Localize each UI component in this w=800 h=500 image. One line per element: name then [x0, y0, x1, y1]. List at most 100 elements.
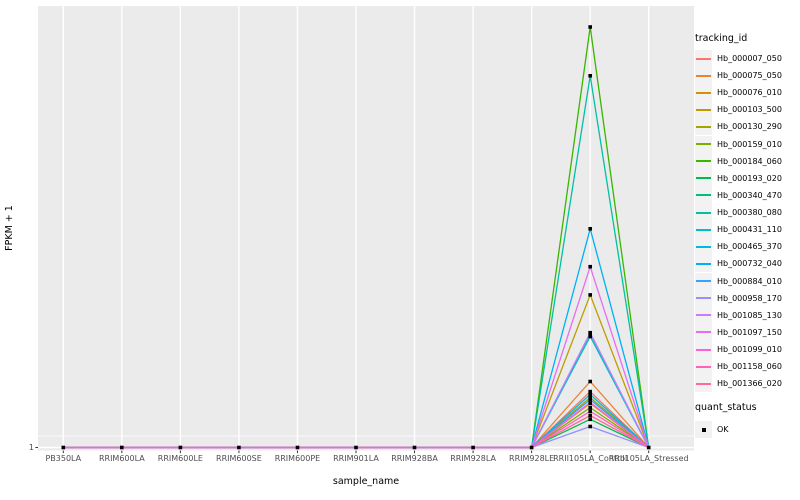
legend-line-icon [696, 143, 711, 146]
legend-item-Hb_001158_060: Hb_001158_060 [695, 358, 782, 376]
legend-label: Hb_000340_470 [717, 190, 782, 200]
data-point [471, 445, 475, 450]
legend-label: Hb_000075_050 [717, 71, 782, 81]
data-point [237, 445, 241, 450]
data-point [588, 409, 592, 414]
legend-item-Hb_000380_080: Hb_000380_080 [695, 204, 782, 222]
legend-item-Hb_000431_110: Hb_000431_110 [695, 221, 782, 239]
legend-item-Hb_000076_010: Hb_000076_010 [695, 84, 782, 102]
legend-line-icon [696, 262, 711, 265]
x-tick-label: RRIM600LA [98, 454, 145, 463]
data-point [588, 389, 592, 394]
legend-line-icon [696, 382, 711, 385]
legend-item-Hb_000130_290: Hb_000130_290 [695, 118, 782, 136]
legend-key-swatch [695, 421, 712, 438]
data-point [588, 334, 592, 339]
data-point [295, 445, 300, 450]
legend-line-icon [696, 331, 711, 334]
legend-label: Hb_001099_010 [717, 345, 782, 355]
data-point [588, 397, 592, 402]
x-tick-label: RRIM600SE [216, 454, 262, 463]
y-axis-title: FPKM + 1 [4, 205, 15, 251]
legend-key-swatch [695, 50, 712, 67]
legend-line-icon [696, 280, 711, 283]
legend-item-Hb_000075_050: Hb_000075_050 [695, 67, 782, 85]
legend-item-Hb_000007_050: Hb_000007_050 [695, 50, 782, 67]
legend-line-icon [696, 314, 711, 317]
data-point [588, 264, 592, 269]
x-tick-label: RRIM928BA [391, 454, 438, 463]
x-tick-label: PB350LA [45, 454, 82, 463]
data-point [588, 227, 592, 231]
data-point [588, 392, 592, 397]
data-point [412, 445, 417, 450]
legend-label: Hb_000380_080 [717, 208, 782, 218]
legend-key-swatch [695, 323, 712, 341]
legend-item-Hb_001085_130: Hb_001085_130 [695, 306, 782, 324]
panel-background [38, 6, 694, 451]
legend-line-icon [696, 194, 711, 197]
data-point [588, 379, 592, 384]
x-axis-title: sample_name [332, 476, 400, 487]
legend-key-swatch [695, 135, 712, 153]
legend-key-swatch [695, 152, 712, 170]
legend-line-icon [696, 245, 711, 248]
data-point [588, 25, 592, 29]
data-point [178, 445, 183, 450]
legend-key-swatch [695, 101, 712, 119]
legend-label: Hb_000103_500 [717, 105, 782, 115]
data-point [588, 330, 592, 335]
legend-key-swatch [695, 272, 712, 290]
legend-key-swatch [695, 255, 712, 273]
legend-line-icon [696, 74, 711, 77]
legend-label: Hb_000431_110 [717, 225, 782, 235]
legend-item-Hb_000465_370: Hb_000465_370 [695, 238, 782, 256]
legend-line-icon [696, 108, 711, 111]
x-tick-label: RRIM901LA [333, 454, 379, 463]
x-tick-label: RRIM928LE [509, 454, 555, 463]
legend-line-icon [696, 177, 711, 180]
legend-key-swatch [695, 186, 712, 204]
legend-label: Hb_000193_020 [717, 173, 782, 183]
data-point [588, 424, 592, 429]
legend-item-Hb_001366_020: Hb_001366_020 [695, 375, 782, 393]
legend-key-swatch [695, 67, 712, 85]
legend-label: Hb_000465_370 [717, 242, 782, 252]
legend-line-icon [696, 125, 711, 128]
square-marker-icon [701, 427, 706, 432]
legend-key-swatch [695, 341, 712, 359]
legend-label: OK [717, 425, 729, 434]
data-point [588, 401, 592, 406]
data-point [588, 293, 592, 297]
data-point [588, 417, 592, 422]
legend-line-icon [696, 297, 711, 300]
legend-title-quant-status: quant_status [695, 402, 757, 413]
legend-key-swatch [695, 169, 712, 187]
legend-label: Hb_000159_010 [717, 139, 782, 149]
legend-line-icon [696, 57, 711, 60]
legend-item-Hb_000103_500: Hb_000103_500 [695, 101, 782, 119]
legend-item-Hb_000193_020: Hb_000193_020 [695, 169, 782, 187]
data-point [354, 445, 358, 450]
legend-item-Hb_000184_060: Hb_000184_060 [695, 152, 782, 170]
legend-label: Hb_000076_010 [717, 88, 782, 98]
legend-label: Hb_000007_050 [717, 54, 782, 63]
legend-item-Hb_000884_010: Hb_000884_010 [695, 272, 782, 290]
legend-item-Hb_000159_010: Hb_000159_010 [695, 135, 782, 153]
legend-key-swatch [695, 238, 712, 256]
legend-line-icon [696, 365, 711, 368]
legend-key-swatch [695, 289, 712, 307]
legend-label: Hb_001085_130 [717, 310, 782, 320]
legend-key-swatch [695, 358, 712, 376]
data-point [588, 413, 592, 418]
legend-item-Hb_001099_010: Hb_001099_010 [695, 341, 782, 359]
legend-line-icon [696, 211, 711, 214]
legend-key-swatch [695, 118, 712, 136]
legend-key-swatch [695, 306, 712, 324]
data-point [646, 445, 651, 450]
data-point [588, 405, 592, 410]
legend-label: Hb_000184_060 [717, 156, 782, 166]
x-tick-label: RRIM928LA [450, 454, 496, 463]
y-tick-label: 1 [28, 443, 34, 452]
